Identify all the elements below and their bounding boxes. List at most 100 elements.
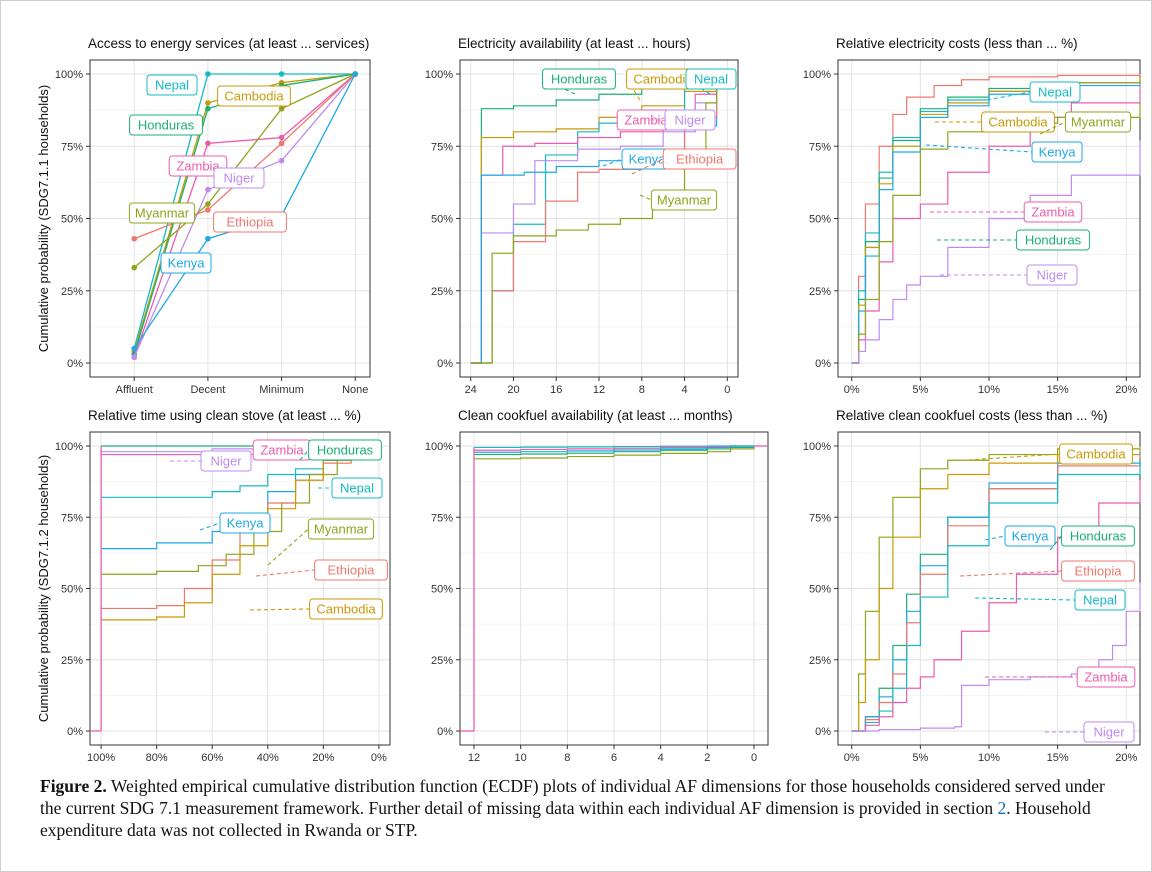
- figure-caption: Figure 2. Weighted empirical cumulative …: [40, 775, 1120, 841]
- data-point-myanmar: [131, 264, 138, 271]
- label-text-zambia: Zambia: [624, 113, 668, 128]
- label-text-kenya: Kenya: [629, 152, 667, 167]
- label-text-zambia: Zambia: [260, 443, 304, 458]
- chart-panel-4: Relative time using clean stove (at leas…: [36, 408, 391, 764]
- x-tick-label: 12: [593, 384, 605, 396]
- x-tick-label: 0: [751, 752, 757, 764]
- label-text-honduras: Honduras: [1070, 529, 1127, 544]
- label-leader-nepal: [986, 91, 1031, 101]
- x-tick-label: Affluent: [116, 384, 153, 396]
- label-box-myanmar: [650, 189, 718, 211]
- label-box-honduras: [1016, 229, 1090, 251]
- series-labels-4: Zambia Honduras Niger Nepal Kenya Myanmar Ethi…: [170, 439, 388, 620]
- data-point-kenya: [205, 235, 211, 242]
- label-box-nepal: [1074, 589, 1126, 611]
- label-leader-kenya: [602, 158, 623, 167]
- y-tick-label: 75%: [809, 141, 831, 153]
- label-box-honduras: [1061, 525, 1135, 547]
- label-text-zambia: Zambia: [176, 159, 220, 174]
- label-box-nepal: [1029, 81, 1081, 103]
- label-box-myanmar: [307, 518, 375, 540]
- data-point-myanmar: [278, 105, 285, 112]
- series-line-zambia: [474, 445, 754, 451]
- y-tick-label: 25%: [809, 286, 831, 298]
- y-tick-label: 25%: [61, 655, 83, 667]
- series-line-myanmar: [851, 102, 1141, 364]
- y-tick-label: 75%: [61, 141, 83, 153]
- label-box-kenya: [160, 252, 212, 274]
- label-box-niger: [664, 109, 716, 131]
- series-labels-3: Nepal Cambodia Myanmar Kenya Zambia Honduras N…: [925, 81, 1132, 286]
- series-line-kenya: [474, 445, 754, 453]
- label-leader-kenya: [925, 144, 1033, 153]
- data-point-cambodia: [205, 100, 211, 106]
- x-tick-label: 40%: [257, 752, 279, 764]
- label-text-kenya: Kenya: [227, 516, 265, 531]
- label-leader-cambodia: [249, 608, 310, 611]
- label-text-myanmar: Myanmar: [314, 522, 369, 537]
- label-text-cambodia: Cambodia: [224, 89, 284, 104]
- data-point-honduras: [205, 105, 211, 112]
- series-line-ethiopia: [470, 74, 718, 364]
- label-leader-myanmar: [639, 194, 652, 201]
- label-box-zambia: [1076, 666, 1136, 688]
- label-text-kenya: Kenya: [168, 256, 206, 271]
- data-point-ethiopia: [205, 207, 211, 213]
- label-text-kenya: Kenya: [1012, 529, 1050, 544]
- x-tick-label: 20%: [312, 752, 334, 764]
- label-box-nepal: [685, 68, 737, 90]
- label-text-ethiopia: Ethiopia: [328, 563, 376, 578]
- label-box-ethiopia: [662, 148, 737, 170]
- chart-title-5: Clean cookfuel availability (at least ..…: [458, 408, 733, 423]
- x-tick-label: 5%: [912, 752, 928, 764]
- x-tick-label: Decent: [190, 384, 225, 396]
- label-text-niger: Niger: [210, 454, 242, 469]
- series-line-myanmar: [474, 446, 755, 460]
- label-box-myanmar: [128, 202, 196, 224]
- caption-label: Figure 2.: [40, 776, 107, 796]
- label-box-cambodia: [1059, 443, 1133, 465]
- label-text-nepal: Nepal: [1038, 85, 1072, 100]
- x-tick-label: 20: [507, 384, 519, 396]
- label-text-kenya: Kenya: [1039, 145, 1077, 160]
- y-tick-label: 100%: [55, 441, 83, 453]
- label-leader-cambodia: [967, 453, 1060, 461]
- label-box-honduras: [542, 68, 616, 90]
- grid-2: [460, 60, 738, 377]
- x-tick-label: 4: [658, 752, 664, 764]
- series-group-5: [460, 445, 768, 732]
- x-tick-label: 10: [515, 752, 527, 764]
- chart-panel-6: Relative clean cookfuel costs (less than…: [803, 408, 1141, 764]
- label-leader-ethiopia: [631, 158, 664, 175]
- label-box-honduras: [308, 439, 382, 461]
- y-tick-label: 50%: [61, 214, 83, 226]
- y-tick-label: 25%: [431, 655, 453, 667]
- label-box-ethiopia: [213, 211, 287, 233]
- x-tick-label: 20%: [1115, 752, 1137, 764]
- label-text-myanmar: Myanmar: [135, 206, 190, 221]
- label-text-ethiopia: Ethiopia: [1075, 564, 1123, 579]
- x-tick-label: 0%: [844, 384, 860, 396]
- label-leader-honduras: [299, 449, 310, 461]
- x-tick-label: 15%: [1047, 752, 1069, 764]
- label-text-honduras: Honduras: [1025, 233, 1082, 248]
- x-tick-label: 8: [564, 752, 570, 764]
- x-tick-label: 4: [681, 384, 687, 396]
- label-leader-kenya: [984, 535, 1006, 541]
- series-line-zambia: [133, 73, 356, 358]
- label-box-kenya: [1004, 525, 1056, 547]
- label-box-niger: [1083, 721, 1135, 743]
- data-point-niger: [205, 186, 211, 193]
- label-box-zambia: [1023, 201, 1083, 223]
- chart-panel-3: Relative electricity costs (less than ..…: [803, 36, 1141, 396]
- caption-section-link[interactable]: 2: [997, 798, 1007, 818]
- chart-title-3: Relative electricity costs (less than ..…: [836, 36, 1078, 51]
- label-text-zambia: Zambia: [1031, 205, 1075, 220]
- data-point-nepal: [278, 71, 285, 77]
- label-text-zambia: Zambia: [1084, 670, 1128, 685]
- label-text-honduras: Honduras: [138, 118, 195, 133]
- x-tick-label: Minimum: [259, 384, 304, 396]
- chart-panel-1: Access to energy services (at least ... …: [36, 36, 371, 396]
- x-tick-label: 100%: [87, 752, 115, 764]
- label-box-niger: [200, 450, 252, 472]
